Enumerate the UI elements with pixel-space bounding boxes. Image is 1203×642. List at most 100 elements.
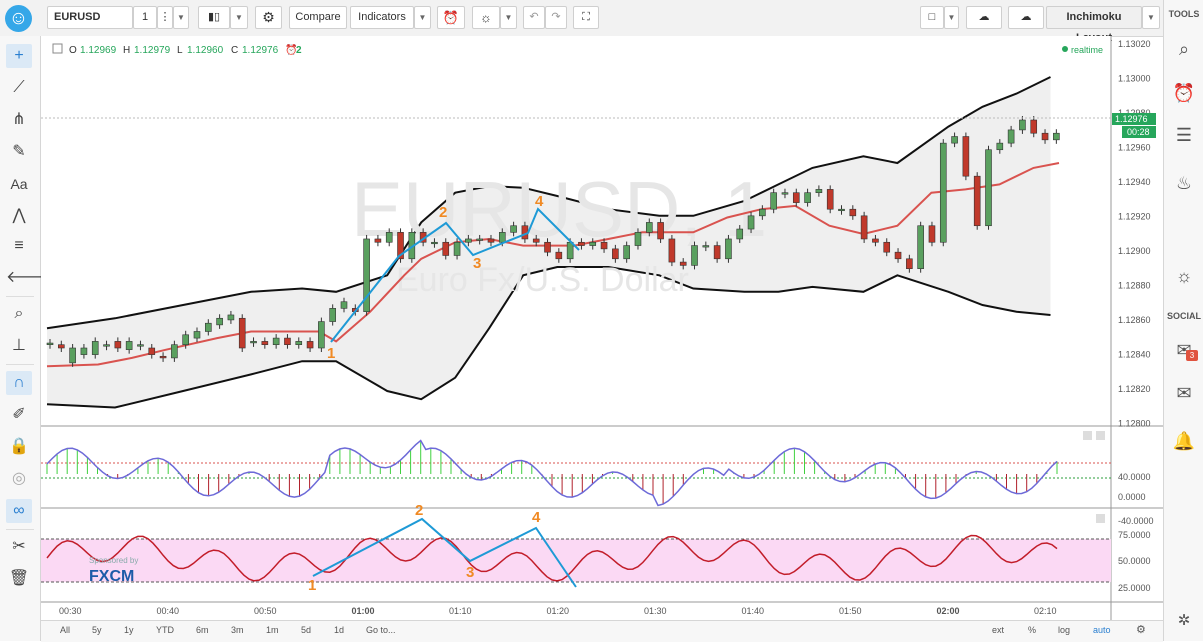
top-toolbar: ☺ EURUSD 1 ⋮ ▼ ▮▯ ▼ ⚙ Compare Indicators… [0, 0, 1203, 44]
lock-icon[interactable]: 🔒 [9, 438, 29, 455]
percent-toggle[interactable]: % [1028, 625, 1037, 635]
trend-line-icon[interactable]: ⟋ [13, 79, 25, 96]
time-tick-label: 01:10 [449, 606, 472, 616]
bulb-dropdown-icon[interactable]: ▼ [500, 6, 517, 29]
candle [951, 136, 958, 144]
pencil-lock-icon[interactable]: ✐ [12, 406, 26, 423]
candle [679, 261, 687, 266]
settings-gear-icon[interactable]: ⚙ [255, 6, 282, 29]
crosshair-icon[interactable]: + [6, 44, 32, 68]
range-1m[interactable]: 1m [266, 625, 279, 635]
brush-icon[interactable]: ✎ [12, 143, 26, 160]
candle [171, 344, 178, 359]
bottom-bar: All 5y 1y YTD 6m 3m 1m 5d 1d Go to... ex… [41, 620, 1163, 642]
indicators-button[interactable]: Indicators [350, 6, 414, 29]
candle [306, 341, 314, 349]
fib-icon[interactable]: ≡ [14, 237, 24, 254]
hotlist-icon[interactable]: ♨ [1175, 173, 1193, 193]
redo-icon[interactable]: ↷ [545, 6, 567, 29]
alerts-panel-icon[interactable]: ⏰ [1172, 83, 1196, 103]
color-dropdown-icon[interactable]: ▼ [944, 6, 959, 29]
interval-menu-icon[interactable]: ⋮ [157, 6, 173, 29]
pattern-icon[interactable]: ⋀ [12, 207, 26, 224]
cloud-download-icon[interactable]: ☁ [966, 6, 1002, 29]
range-1y[interactable]: 1y [124, 625, 134, 635]
text-tool-icon[interactable]: Aa [10, 176, 28, 192]
candle [284, 337, 291, 345]
candle [736, 228, 744, 240]
range-ytd[interactable]: YTD [156, 625, 174, 635]
smiley-menu-icon[interactable]: ☺ [5, 5, 32, 32]
chart-area[interactable]: EURUSD, 1 Euro Fx/U.S. Dollar 1 2 3 4 O … [41, 36, 1163, 621]
range-3m[interactable]: 3m [231, 625, 244, 635]
expand-legend-icon[interactable] [52, 43, 63, 54]
candle [759, 208, 766, 217]
candle [747, 215, 755, 230]
notifications-bell-icon[interactable]: 🔔 [1172, 431, 1196, 451]
bug-report-icon[interactable]: ✲ [1177, 612, 1191, 629]
range-5y[interactable]: 5y [92, 625, 102, 635]
ideas-icon[interactable]: ☼ [1175, 266, 1193, 286]
layout-dropdown-icon[interactable]: ▼ [1142, 6, 1160, 29]
osc-wave-label-1: 1 [308, 577, 316, 594]
candle [566, 241, 574, 260]
candle [182, 334, 189, 345]
arrow-left-icon[interactable]: 🡐 [6, 269, 49, 286]
cloud-upload-icon[interactable]: ☁ [1008, 6, 1044, 29]
candle [962, 136, 970, 177]
goto-button[interactable]: Go to... [366, 625, 396, 635]
compare-button[interactable]: Compare [289, 6, 347, 29]
data-window-icon[interactable]: ☰ [1175, 125, 1193, 145]
trash-icon[interactable]: 🗑 [8, 570, 30, 587]
symbol-input[interactable]: EURUSD [47, 6, 133, 29]
hide-icon[interactable]: ◎ [12, 470, 26, 487]
chart-style-dropdown-icon[interactable]: ▼ [230, 6, 248, 29]
pane-up-icon[interactable] [1083, 431, 1092, 440]
osc-wave-label-3: 3 [466, 564, 474, 581]
bollinger-lower-line [46, 266, 1051, 409]
candle [476, 238, 483, 241]
range-6m[interactable]: 6m [196, 625, 209, 635]
color-box-icon[interactable]: □ [920, 6, 944, 29]
zoom-icon[interactable]: ⌕ [14, 305, 24, 322]
layout-button[interactable]: Inchimoku Layout [1046, 6, 1142, 44]
private-chat-icon[interactable]: ✉ [1176, 383, 1192, 403]
wave-label-4: 4 [535, 193, 544, 210]
range-5d[interactable]: 5d [301, 625, 312, 635]
tools-header: TOOLS [1168, 9, 1200, 19]
remove-tools-icon[interactable]: ✂ [12, 538, 26, 555]
candle [272, 337, 280, 345]
candles-style-icon[interactable]: ▮▯ [198, 6, 230, 29]
indicators-dropdown-icon[interactable]: ▼ [414, 6, 431, 29]
range-all[interactable]: All [60, 625, 71, 635]
candle [510, 225, 517, 233]
candle [668, 238, 676, 263]
log-toggle[interactable]: log [1058, 625, 1071, 635]
range-1d[interactable]: 1d [334, 625, 345, 635]
candle [465, 238, 472, 243]
candle [702, 245, 710, 248]
oscillator-1-pane: 40.0000 0.0000 -40.0000 [41, 431, 1154, 526]
fullscreen-icon[interactable]: ⛶ [573, 6, 599, 29]
candles-group [46, 116, 1060, 367]
ext-toggle[interactable]: ext [992, 625, 1005, 635]
legend-h-value: 1.12979 [134, 45, 171, 56]
interval-dropdown-icon[interactable]: ▼ [173, 6, 189, 29]
bottom-settings-icon[interactable]: ⚙ [1136, 624, 1146, 636]
watchlist-icon[interactable]: ⌕ [1178, 39, 1190, 59]
bulb-icon[interactable]: ☼ [472, 6, 500, 29]
undo-icon[interactable]: ↶ [523, 6, 545, 29]
pane-close-icon[interactable] [1096, 431, 1105, 440]
pane2-up-icon[interactable] [1096, 514, 1105, 523]
price-tick-label: 1.12880 [1118, 281, 1151, 291]
candle [125, 341, 133, 350]
price-tick-label: 1.13000 [1118, 74, 1151, 84]
pitchfork-icon[interactable]: ⋔ [12, 111, 26, 128]
interval-button[interactable]: 1 [133, 6, 157, 29]
magnet-icon[interactable]: ∩ [6, 371, 32, 395]
alert-icon[interactable]: ⏰ [437, 6, 465, 29]
measure-icon[interactable]: ⊥ [12, 337, 26, 354]
link-icon[interactable]: ∞ [6, 499, 32, 523]
auto-toggle[interactable]: auto [1093, 625, 1111, 635]
wave-label-1: 1 [327, 345, 335, 362]
